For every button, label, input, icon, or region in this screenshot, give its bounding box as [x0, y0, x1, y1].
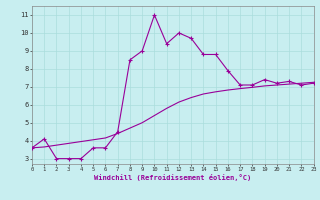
- X-axis label: Windchill (Refroidissement éolien,°C): Windchill (Refroidissement éolien,°C): [94, 174, 252, 181]
